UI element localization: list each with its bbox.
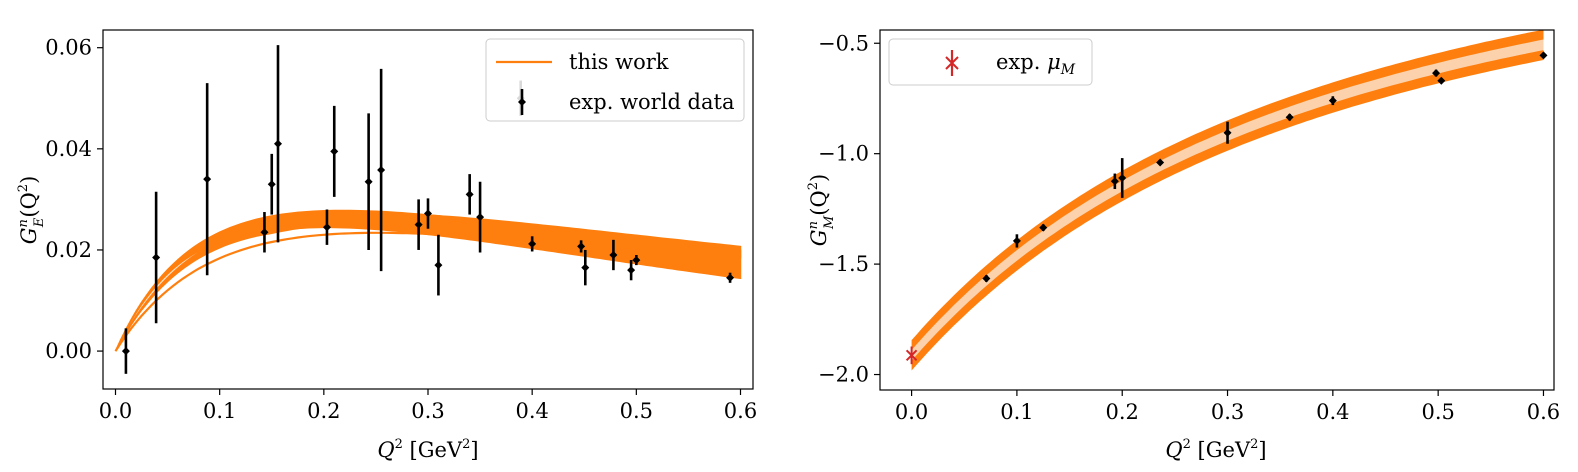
gm-x-tick-label: 0.2 bbox=[1106, 400, 1139, 424]
ge-x-tick-label: 0.6 bbox=[724, 399, 757, 423]
gm-y-tick-label: −0.5 bbox=[818, 31, 869, 55]
ge-y-tick-label: 0.06 bbox=[45, 36, 92, 60]
ge-lower-bound-band bbox=[114, 209, 742, 352]
gm-x-tick-label: 0.3 bbox=[1211, 400, 1244, 424]
ge-legend: this work exp. world data bbox=[485, 38, 745, 122]
ge-legend-label-this-work: this work bbox=[569, 50, 669, 74]
ge-x-tick-label: 0.3 bbox=[411, 399, 444, 423]
gm-y-tick-label: −1.5 bbox=[818, 252, 869, 276]
gm-x-axis-label: Q2 [GeV2] bbox=[1165, 437, 1266, 462]
gm-data-point bbox=[1118, 173, 1127, 182]
ge-chart-panel: 0.0 0.1 0.2 0.3 0.4 0.5 0.6 0.00 0.02 0.04 0.06 Q… bbox=[16, 29, 757, 462]
ge-data-point bbox=[476, 213, 485, 222]
ge-data-point bbox=[726, 273, 735, 282]
ge-data-point bbox=[330, 147, 339, 156]
ge-data-point bbox=[414, 220, 423, 229]
gm-data-point bbox=[1285, 113, 1294, 122]
ge-data-point bbox=[364, 177, 373, 186]
ge-data-point bbox=[152, 253, 161, 262]
ge-x-axis: 0.0 0.1 0.2 0.3 0.4 0.5 0.6 bbox=[99, 389, 757, 423]
gm-x-axis: 0.0 0.1 0.2 0.3 0.4 0.5 0.6 bbox=[895, 390, 1560, 424]
ge-data-point bbox=[632, 256, 641, 265]
ge-central-curve bbox=[114, 231, 741, 352]
ge-data-point bbox=[121, 347, 130, 356]
gm-data-point bbox=[1328, 96, 1337, 105]
ge-legend-box bbox=[485, 38, 745, 122]
gm-data-point bbox=[1012, 236, 1021, 245]
ge-data-point bbox=[465, 190, 474, 199]
gm-x-tick-label: 0.6 bbox=[1527, 400, 1560, 424]
gm-legend: exp. μM bbox=[888, 38, 1093, 86]
gm-legend-box bbox=[888, 38, 1093, 86]
ge-x-tick-label: 0.2 bbox=[307, 399, 340, 423]
gm-data-point bbox=[1039, 223, 1048, 232]
gm-data-point bbox=[1110, 177, 1119, 186]
gm-x-tick-label: 0.0 bbox=[895, 400, 928, 424]
gm-outer-band bbox=[911, 29, 1544, 371]
ge-data-point bbox=[434, 261, 443, 270]
ge-band-group bbox=[114, 209, 742, 352]
gm-inner-band bbox=[911, 39, 1544, 361]
gm-chart-panel: 0.0 0.1 0.2 0.3 0.4 0.5 0.6 −2.0 −1.5 −1.0 −0.5 Q… bbox=[806, 29, 1560, 462]
ge-data-point bbox=[577, 242, 586, 251]
gm-data-point bbox=[1432, 69, 1441, 78]
gm-exp-mu-x-marker bbox=[905, 349, 918, 362]
gm-x-tick-label: 0.1 bbox=[1000, 400, 1033, 424]
gm-y-tick-label: −1.0 bbox=[818, 142, 869, 166]
gm-legend-x-marker-swatch bbox=[945, 56, 959, 70]
ge-data-point bbox=[322, 223, 331, 232]
gm-x-tick-label: 0.5 bbox=[1421, 400, 1454, 424]
gm-data-point bbox=[1437, 76, 1446, 85]
gm-y-axis-label: GnM(Q2) bbox=[806, 174, 837, 246]
gm-y-axis: −2.0 −1.5 −1.0 −0.5 bbox=[818, 31, 880, 387]
gm-y-tick-label: −2.0 bbox=[818, 363, 869, 387]
gm-data-point bbox=[982, 274, 991, 283]
ge-y-axis-label: GnE(Q2) bbox=[16, 176, 47, 245]
ge-data-point bbox=[267, 180, 276, 189]
ge-legend-label-world-data: exp. world data bbox=[569, 90, 734, 114]
ge-x-axis-label: Q2 [GeV2] bbox=[377, 437, 478, 462]
ge-data-point bbox=[377, 166, 386, 175]
gm-data-point bbox=[1223, 128, 1232, 137]
ge-data-point bbox=[260, 228, 269, 237]
ge-x-tick-label: 0.1 bbox=[203, 399, 236, 423]
gm-plot-frame bbox=[879, 29, 1555, 391]
gm-data-points bbox=[982, 51, 1548, 283]
ge-data-points bbox=[121, 45, 735, 374]
ge-data-point bbox=[627, 266, 636, 275]
ge-data-point bbox=[424, 209, 432, 218]
ge-y-tick-label: 0.02 bbox=[45, 238, 92, 262]
ge-y-axis: 0.00 0.02 0.04 0.06 bbox=[45, 36, 103, 363]
ge-legend-marker-swatch bbox=[518, 98, 526, 106]
gm-legend-label-exp-mu: exp. μM bbox=[996, 50, 1076, 78]
ge-data-point bbox=[609, 251, 618, 260]
ge-y-tick-label: 0.00 bbox=[45, 339, 92, 363]
ge-data-point bbox=[581, 263, 590, 272]
gm-x-tick-label: 0.4 bbox=[1316, 400, 1349, 424]
gm-data-point bbox=[1539, 51, 1548, 60]
ge-x-tick-label: 0.0 bbox=[99, 399, 132, 423]
ge-y-tick-label: 0.04 bbox=[45, 137, 92, 161]
ge-data-point bbox=[203, 175, 212, 184]
gm-data-point bbox=[1156, 158, 1165, 167]
ge-data-point bbox=[274, 139, 282, 148]
gm-band-group bbox=[911, 29, 1544, 371]
ge-x-tick-label: 0.5 bbox=[620, 399, 653, 423]
ge-x-tick-label: 0.4 bbox=[515, 399, 548, 423]
gm-exp-mu-marker bbox=[905, 346, 918, 365]
ge-data-point bbox=[528, 239, 537, 248]
